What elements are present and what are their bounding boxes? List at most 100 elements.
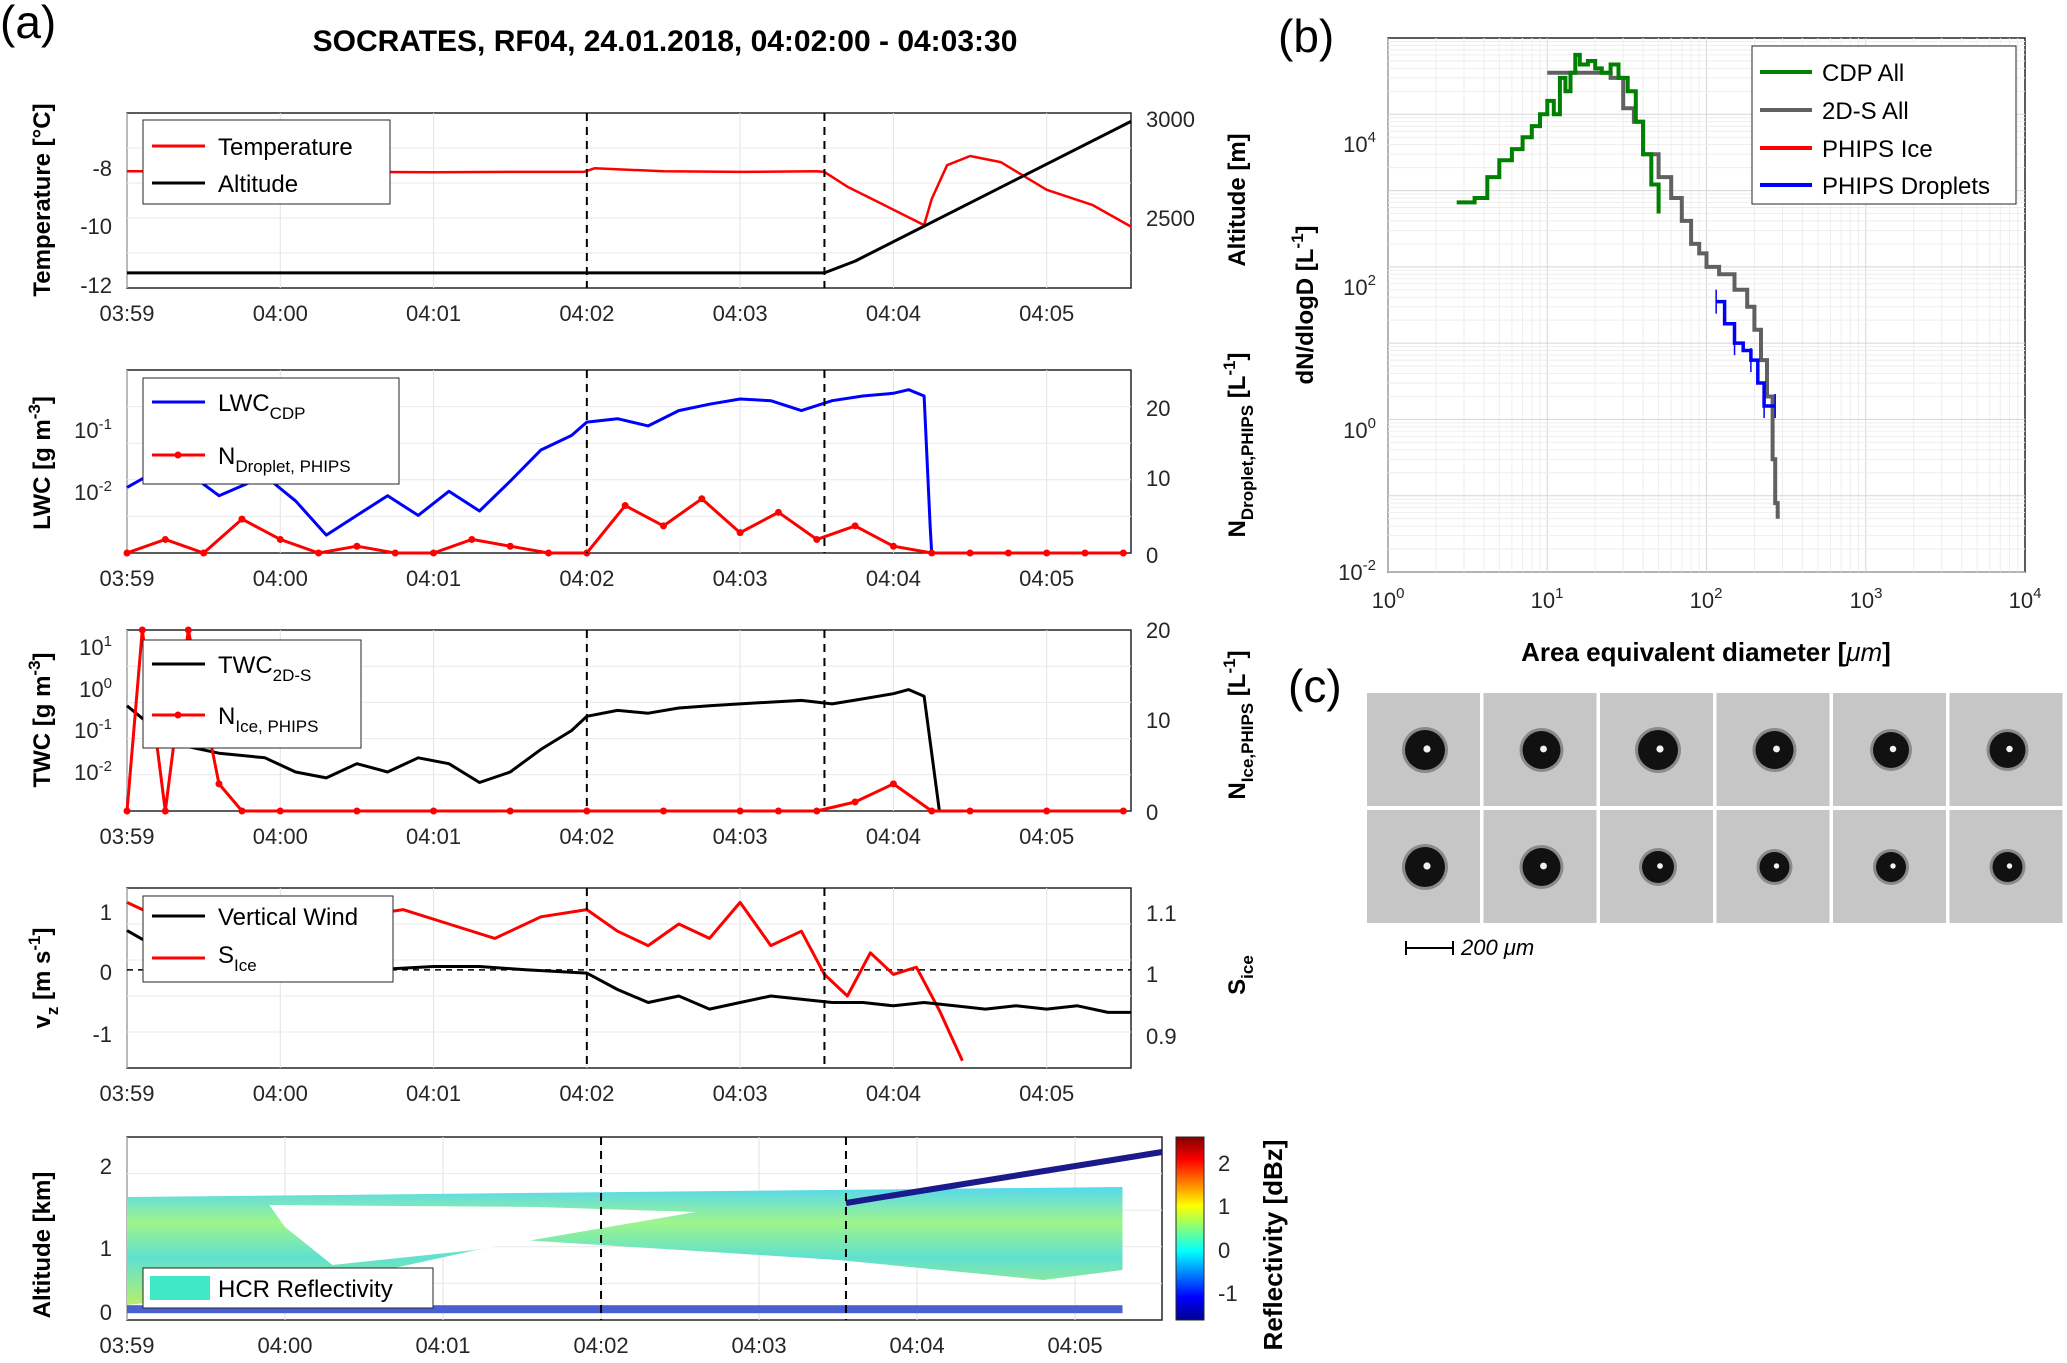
y-tick-labels: 104 102 100 10-2	[1338, 129, 1376, 585]
panel-label-a: (a)	[0, 0, 56, 48]
data-point	[391, 549, 399, 557]
time-tick-label: 04:00	[253, 301, 308, 326]
time-tick-label: 04:02	[559, 566, 614, 591]
legend: Temperature Altitude	[142, 119, 391, 205]
legend-label-ice: NIce, PHIPS	[218, 703, 318, 736]
data-point	[353, 542, 361, 550]
ylabel-right: Sice	[1224, 955, 1257, 995]
ytick-left: 10-1	[74, 716, 112, 743]
ytick-left: 10-1	[74, 416, 112, 443]
legend-label-lwc: LWCCDP	[218, 390, 305, 423]
legend-label-vertical-wind: Vertical Wind	[218, 904, 358, 931]
data-point	[736, 807, 744, 815]
legend: CDP All 2D-S All PHIPS Ice PHIPS Droplet…	[1751, 45, 2017, 205]
series-line-lwc-cdp	[126, 388, 934, 554]
series-group	[1456, 52, 1780, 519]
legend-label-sice: SIce	[218, 942, 257, 975]
figure-title: SOCRATES, RF04, 24.01.2018, 04:02:00 - 0…	[313, 25, 1018, 58]
time-tick-labels: 03:59 04:00 04:01 04:02 04:03 04:04 04:05 03:59…	[99, 301, 1102, 1358]
droplet-highlight	[2006, 745, 2013, 753]
time-tick-label: 04:03	[713, 824, 768, 849]
ytick-left: -8	[92, 156, 112, 181]
data-point	[774, 807, 782, 815]
colorbar-tick: 0	[1218, 1238, 1230, 1263]
data-point	[430, 807, 438, 815]
data-point	[621, 502, 629, 510]
legend-label-phips-droplets: PHIPS Droplets	[1822, 173, 1990, 200]
data-point	[200, 549, 208, 557]
scale-bar: 200 μm	[1405, 935, 1534, 960]
droplet-highlight	[1773, 745, 1780, 753]
colorbar-tick: 1	[1218, 1194, 1230, 1219]
time-tick-label: 04:02	[559, 301, 614, 326]
time-tick-label: 04:01	[415, 1333, 470, 1358]
data-point	[1119, 549, 1127, 557]
x-tick-labels: 100 101 102 103 104	[1372, 585, 2042, 613]
data-point	[545, 549, 553, 557]
ytick: 102	[1343, 272, 1376, 300]
xtick: 102	[1690, 585, 1723, 613]
tick-labels: 10-1 10-2 20 10 0	[74, 396, 1170, 568]
legend-label-cdp: CDP All	[1822, 60, 1904, 87]
time-tick-label: 04:05	[1019, 301, 1074, 326]
time-tick-label: 04:05	[1019, 566, 1074, 591]
data-point	[276, 807, 284, 815]
ytick-right: 20	[1146, 396, 1170, 421]
scale-bar-label: 200 μm	[1460, 935, 1534, 960]
data-point	[851, 522, 859, 530]
panel-lwc-droplets: 10-1 10-2 20 10 0 LWC [g m-3] NDroplet,P…	[25, 352, 1257, 568]
time-tick-label: 04:02	[559, 1081, 614, 1106]
panel-temperature-altitude: -8 -10 -12 3000 2500 Temperature [°C] Al…	[29, 103, 1251, 298]
aircraft-track	[845, 1149, 1163, 1206]
ylabel-left: Temperature [°C]	[29, 103, 56, 296]
data-point	[583, 807, 591, 815]
colorbar-label: Reflectivity [dBz]	[1258, 1140, 1288, 1351]
time-tick-label: 04:01	[406, 1081, 461, 1106]
legend: HCR Reflectivity	[142, 1267, 434, 1309]
ytick-left: 1	[100, 1236, 112, 1261]
ylabel-left: LWC [g m-3]	[25, 396, 56, 530]
legend-label-altitude: Altitude	[218, 171, 298, 198]
ytick-left: 10-2	[74, 478, 112, 505]
ytick-right: 1	[1146, 962, 1158, 987]
ytick-right: 10	[1146, 708, 1170, 733]
ylabel-right: NIce,PHIPS [L-1]	[1220, 650, 1257, 799]
tick-labels: -8 -10 -12 3000 2500	[80, 107, 1195, 298]
legend-label-hcr: HCR Reflectivity	[218, 1276, 393, 1303]
data-point	[813, 807, 821, 815]
ytick-left: 2	[100, 1154, 112, 1179]
ylabel: dN/dlogD [L-1]	[1288, 225, 1319, 384]
ytick-left: 10-2	[74, 758, 112, 785]
time-tick-label: 04:00	[253, 1081, 308, 1106]
ylabel-left: TWC [g m-3]	[25, 652, 56, 787]
ytick-left: -1	[92, 1022, 112, 1047]
time-tick-label: 03:59	[99, 824, 154, 849]
data-point	[928, 807, 936, 815]
echo-gap	[269, 1205, 696, 1265]
tick-labels: 2 1 0	[100, 1154, 112, 1325]
data-point	[889, 780, 897, 788]
data-point	[238, 807, 246, 815]
ylabel-right: NDroplet,PHIPS [L-1]	[1220, 352, 1257, 537]
data-point	[966, 807, 974, 815]
ground-return	[127, 1305, 1123, 1314]
time-tick-label: 04:03	[713, 566, 768, 591]
data-point	[276, 535, 284, 543]
panel-label-b: (b)	[1278, 10, 1334, 62]
droplet-highlight	[1423, 745, 1431, 753]
colorbar: -1 0 1 2 Reflectivity [dBz]	[1175, 1136, 1288, 1351]
droplet-highlight	[1423, 862, 1431, 870]
xtick: 100	[1372, 585, 1405, 613]
droplet-highlight	[2006, 863, 2013, 869]
data-point	[353, 807, 361, 815]
time-tick-label: 04:01	[406, 824, 461, 849]
droplet-highlight	[1656, 745, 1664, 753]
droplet-highlight	[1890, 863, 1896, 869]
series-group	[123, 370, 1127, 557]
series-line-altitude	[127, 120, 1132, 275]
legend-label-2ds: 2D-S All	[1822, 98, 1909, 125]
legend-label-phips-ice: PHIPS Ice	[1822, 136, 1933, 163]
ytick-right: 20	[1146, 618, 1170, 643]
time-tick-label: 03:59	[99, 1333, 154, 1358]
droplet-image-grid	[1367, 693, 2063, 923]
